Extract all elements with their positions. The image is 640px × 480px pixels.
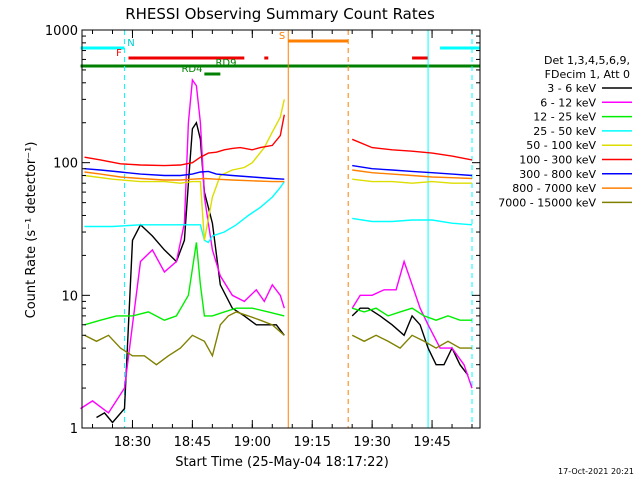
legend-entry-label: 12 - 25 keV xyxy=(533,111,596,124)
legend-header: Det 1,3,4,5,6,9, xyxy=(544,54,630,67)
series-line-3 xyxy=(84,181,285,244)
legend-entry-label: 7000 - 15000 keV xyxy=(498,196,596,209)
series-line-7 xyxy=(84,171,285,183)
series-line-5 xyxy=(351,138,473,161)
flag-label-s: S xyxy=(279,31,285,42)
series-line-2 xyxy=(351,307,472,321)
y-tick-label: 10 xyxy=(61,289,78,304)
x-tick-label: 18:30 xyxy=(114,435,151,450)
footer-date: 17-Oct-2021 20:21 xyxy=(558,467,634,476)
legend-entry-label: 50 - 100 keV xyxy=(526,139,596,152)
series-line-5 xyxy=(84,114,285,167)
flag-bars: NF S RD9 RD4 xyxy=(80,31,480,76)
series-line-0 xyxy=(351,307,469,376)
x-tick-label: 19:45 xyxy=(413,435,450,450)
legend-entry-label: 800 - 7000 keV xyxy=(512,182,596,195)
series-line-3 xyxy=(352,217,473,226)
flag-label-n: N xyxy=(127,38,134,49)
legend-entry-label: 25 - 50 keV xyxy=(533,125,596,138)
series-line-8 xyxy=(84,311,285,366)
series-line-6 xyxy=(84,168,285,180)
flag-label-f: F xyxy=(116,48,122,59)
x-tick-label: 19:00 xyxy=(234,435,271,450)
legend-entry-label: 100 - 300 keV xyxy=(519,154,596,167)
x-tick-label: 18:45 xyxy=(174,435,211,450)
y-tick-label: 1 xyxy=(70,422,78,437)
chart-title: RHESSI Observing Summary Count Rates xyxy=(125,5,435,23)
x-axis-label: Start Time (25-May-04 18:17:22) xyxy=(175,455,389,470)
flag-label-rd9: RD9 xyxy=(215,58,236,69)
attenuator-markers xyxy=(123,30,473,428)
y-tick-label: 100 xyxy=(53,157,78,172)
series-line-1 xyxy=(351,259,473,389)
legend: Det 1,3,4,5,6,9,FDecim 1, Att 03 - 6 keV… xyxy=(498,54,632,209)
y-axis-label: Count Rate (s⁻¹ detector⁻¹) xyxy=(24,142,39,319)
x-tick-label: 19:30 xyxy=(353,435,390,450)
y-tick-label: 1000 xyxy=(45,24,78,39)
legend-entry-label: 3 - 6 keV xyxy=(547,82,596,95)
series-line-0 xyxy=(96,120,285,424)
axes: 18:30 18:45 19:00 19:15 19:30 19:45 1 10 100 1000 xyxy=(45,24,480,450)
series-line-8 xyxy=(351,334,472,349)
series-line-6 xyxy=(352,164,473,177)
flag-label-rd4: RD4 xyxy=(181,64,202,75)
series-lines xyxy=(80,78,473,424)
plot-frame xyxy=(81,29,481,429)
series-line-1 xyxy=(80,78,285,414)
legend-header: FDecim 1, Att 0 xyxy=(545,68,630,81)
x-tick-label: 19:15 xyxy=(293,435,330,450)
legend-entry-label: 300 - 800 keV xyxy=(519,168,596,181)
legend-entry-label: 6 - 12 keV xyxy=(540,96,596,109)
series-line-4 xyxy=(352,178,472,184)
series-line-2 xyxy=(84,242,285,326)
series-line-4 xyxy=(84,99,285,241)
series-line-7 xyxy=(352,169,473,180)
